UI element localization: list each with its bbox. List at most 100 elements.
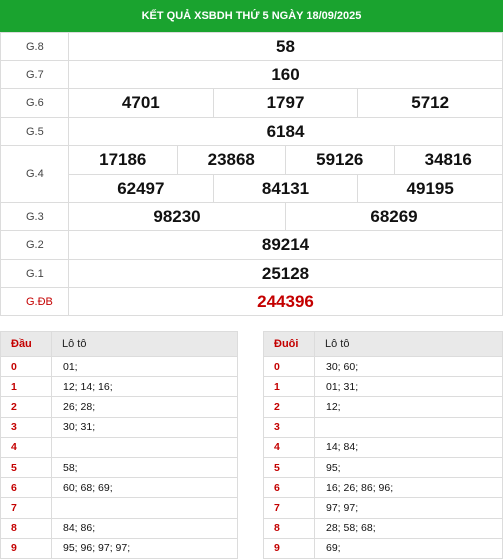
prize-row-g8: G.8 58 bbox=[0, 32, 503, 61]
prize-label-special: G.ĐB bbox=[0, 287, 69, 316]
table-row: 0 01; bbox=[0, 355, 238, 378]
prize-row-special: G.ĐB 244396 bbox=[0, 287, 503, 316]
duoi-loto-table: Đuôi Lô tô 0 30; 60; 1 01; 31; 2 12; 3 4 14;… bbox=[263, 331, 503, 559]
duoi-key: 8 bbox=[263, 517, 315, 539]
prize-row-g5: G.5 6184 bbox=[0, 117, 503, 146]
prize-row-g3: G.3 98230 68269 bbox=[0, 202, 503, 231]
results-title: KẾT QUẢ XSBDH THỨ 5 NGÀY 18/09/2025 bbox=[141, 10, 362, 22]
results-header: KẾT QUẢ XSBDH THỨ 5 NGÀY 18/09/2025 bbox=[0, 0, 503, 32]
loto-values: 26; 28; bbox=[51, 396, 238, 418]
loto-values: 95; bbox=[314, 456, 503, 479]
prize-number: 1797 bbox=[212, 89, 358, 117]
duoi-key: 4 bbox=[263, 436, 315, 458]
table-row: 9 95; 96; 97; 97; bbox=[0, 537, 238, 559]
special-prize-number: 244396 bbox=[257, 291, 314, 311]
loto-values: 30; 31; bbox=[51, 416, 238, 438]
dau-key: 7 bbox=[0, 497, 52, 519]
table-row: 5 95; bbox=[263, 456, 503, 479]
prize-number: 160 bbox=[271, 64, 300, 84]
loto-values: 12; 14; 16; bbox=[51, 376, 238, 398]
prize-row-g4: G.4 17186 23868 59126 34816 62497 84131 … bbox=[0, 145, 503, 203]
prize-label: G.5 bbox=[0, 117, 69, 146]
prize-row-g2: G.2 89214 bbox=[0, 230, 503, 260]
prize-number: 68269 bbox=[285, 203, 502, 230]
loto-values: 14; 84; bbox=[314, 436, 503, 458]
loto-values bbox=[51, 497, 238, 519]
prize-number: 4701 bbox=[121, 93, 160, 112]
loto-values: 12; bbox=[314, 396, 503, 418]
prize-number: 23868 bbox=[176, 146, 286, 174]
loto-values: 01; bbox=[51, 355, 238, 378]
loto-values: 58; bbox=[51, 456, 238, 479]
prize-number: 34816 bbox=[393, 146, 503, 174]
table-row: 2 12; bbox=[263, 396, 503, 418]
loto-values: 30; 60; bbox=[314, 355, 503, 378]
prize-label: G.1 bbox=[0, 259, 69, 288]
prize-label: G.2 bbox=[0, 230, 69, 260]
prize-label: G.8 bbox=[0, 32, 69, 61]
prize-number: 17186 bbox=[99, 150, 147, 169]
prize-number: 62497 bbox=[117, 178, 165, 198]
loto-values: 97; 97; bbox=[314, 497, 503, 519]
dau-key: 2 bbox=[0, 396, 52, 418]
duoi-key: 6 bbox=[263, 477, 315, 499]
loto-values: 01; 31; bbox=[314, 376, 503, 398]
duoi-header: Đuôi bbox=[263, 331, 315, 357]
duoi-key: 0 bbox=[263, 355, 315, 378]
table-row: 4 14; 84; bbox=[263, 436, 503, 458]
loto-values: 28; 58; 68; bbox=[314, 517, 503, 539]
prize-number: 89214 bbox=[261, 235, 310, 254]
prize-row-g1: G.1 25128 bbox=[0, 259, 503, 288]
dau-key: 8 bbox=[0, 517, 52, 539]
duoi-key: 9 bbox=[263, 537, 315, 559]
prize-number: 49195 bbox=[357, 175, 502, 202]
prize-number: 59126 bbox=[285, 146, 394, 174]
dau-key: 6 bbox=[0, 477, 52, 499]
loto-values: 95; 96; 97; 97; bbox=[51, 537, 238, 559]
dau-header: Đầu bbox=[0, 331, 52, 357]
prize-row-g7: G.7 160 bbox=[0, 60, 503, 89]
prize-number: 84131 bbox=[212, 175, 358, 202]
table-row: 4 bbox=[0, 436, 238, 458]
duoi-key: 3 bbox=[263, 416, 315, 438]
dau-loto-table: Đầu Lô tô 0 01; 1 12; 14; 16; 2 26; 28; 3 30… bbox=[0, 331, 238, 559]
loto-values: 69; bbox=[314, 537, 503, 559]
dau-key: 4 bbox=[0, 436, 52, 458]
prize-number: 25128 bbox=[261, 263, 310, 283]
table-row: 9 69; bbox=[263, 537, 503, 559]
dau-key: 3 bbox=[0, 416, 52, 438]
table-row: 0 30; 60; bbox=[263, 355, 503, 378]
duoi-key: 2 bbox=[263, 396, 315, 418]
table-row: 5 58; bbox=[0, 456, 238, 479]
loto-values: 16; 26; 86; 96; bbox=[314, 477, 503, 499]
dau-key: 9 bbox=[0, 537, 52, 559]
table-row: 3 30; 31; bbox=[0, 416, 238, 438]
dau-key: 0 bbox=[0, 355, 52, 378]
duoi-key: 1 bbox=[263, 376, 315, 398]
results-table: G.8 58 G.7 160 G.6 4701 1797 5712 G.5 61… bbox=[0, 32, 503, 316]
prize-label: G.7 bbox=[0, 60, 69, 89]
prize-number: 98230 bbox=[153, 206, 201, 226]
prize-label: G.4 bbox=[0, 145, 69, 203]
table-row: 6 16; 26; 86; 96; bbox=[263, 477, 503, 499]
table-row: 1 12; 14; 16; bbox=[0, 376, 238, 398]
table-row: 8 84; 86; bbox=[0, 517, 238, 539]
loto-values bbox=[314, 416, 503, 438]
table-row: 3 bbox=[263, 416, 503, 438]
table-row: 1 01; 31; bbox=[263, 376, 503, 398]
loto-header: Lô tô bbox=[314, 331, 503, 357]
table-row: 7 97; 97; bbox=[263, 497, 503, 519]
table-row: 2 26; 28; bbox=[0, 396, 238, 418]
prize-number: 5712 bbox=[357, 89, 502, 117]
loto-values: 84; 86; bbox=[51, 517, 238, 539]
prize-row-g6: G.6 4701 1797 5712 bbox=[0, 88, 503, 118]
loto-values: 60; 68; 69; bbox=[51, 477, 238, 499]
loto-values bbox=[51, 436, 238, 458]
prize-label: G.3 bbox=[0, 202, 69, 231]
dau-key: 1 bbox=[0, 376, 52, 398]
table-row: 8 28; 58; 68; bbox=[263, 517, 503, 539]
table-row: 7 bbox=[0, 497, 238, 519]
dau-key: 5 bbox=[0, 456, 52, 479]
table-row: 6 60; 68; 69; bbox=[0, 477, 238, 499]
prize-label: G.6 bbox=[0, 88, 69, 118]
